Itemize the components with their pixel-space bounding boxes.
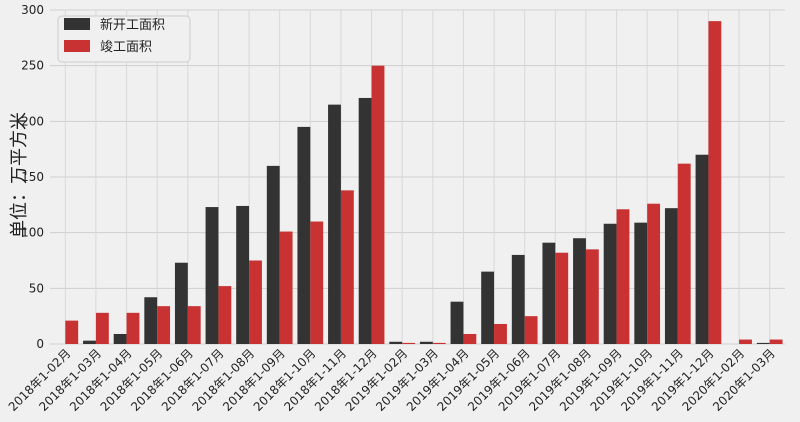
bar-new-start (419, 341, 433, 344)
bar-completed (340, 190, 354, 344)
bar-completed (769, 339, 783, 344)
bar-completed (187, 306, 201, 344)
bar-completed (279, 231, 293, 344)
bar-new-start (634, 222, 648, 344)
bar-completed (402, 342, 416, 344)
bar-completed (126, 312, 140, 344)
bar-new-start (664, 208, 678, 344)
bar-completed (494, 323, 507, 344)
bar-new-start (695, 154, 709, 344)
bar-new-start (542, 242, 556, 344)
y-tick-labels: 0 50 100 150 200 250 300 (21, 3, 44, 351)
bar-completed (310, 221, 324, 344)
bar-completed (739, 339, 752, 344)
bar-new-start (603, 223, 617, 344)
y-tick-label: 150 (21, 170, 44, 184)
bar-completed (463, 333, 477, 344)
y-axis-title: 单位：万平方米 (9, 112, 30, 238)
legend-swatch-new-start (64, 18, 90, 30)
bar-completed (371, 65, 385, 345)
legend-label-new-start: 新开工面积 (100, 17, 165, 33)
bar-completed (647, 203, 661, 344)
y-tick-label: 0 (36, 337, 44, 351)
bar-new-start (83, 340, 96, 344)
bar-completed (65, 320, 79, 344)
bar-new-start (297, 126, 311, 345)
bar-new-start (328, 104, 341, 344)
bar-new-start (358, 97, 372, 344)
bar-completed (616, 209, 630, 344)
bar-new-start (511, 254, 525, 344)
bar-completed (218, 286, 232, 344)
bar-completed (249, 260, 262, 344)
bar-new-start (236, 205, 250, 344)
bar-new-start (266, 165, 280, 344)
bars (65, 21, 783, 345)
bar-completed (524, 316, 538, 344)
bar-new-start (174, 262, 188, 344)
y-tick-label: 200 (21, 114, 44, 128)
x-tick-labels: 2018年1-02月2018年1-03月2018年1-04月2018年1-05月… (6, 346, 778, 414)
bar-new-start (205, 207, 219, 344)
bar-new-start (756, 342, 770, 344)
legend: 新开工面积 竣工面积 (57, 15, 191, 63)
bar-new-start (450, 301, 464, 344)
bar-new-start (389, 341, 403, 344)
legend-label-completed: 竣工面积 (100, 40, 152, 55)
bar-new-start (573, 238, 586, 344)
bar-new-start (481, 271, 495, 344)
y-tick-label: 100 (21, 226, 44, 240)
bar-completed (432, 342, 446, 344)
legend-box (57, 15, 191, 63)
bar-completed (708, 21, 722, 344)
bar-completed (677, 163, 691, 344)
y-tick-label: 250 (21, 59, 44, 73)
bar-completed (157, 306, 171, 344)
bar-new-start (113, 333, 127, 344)
y-tick-label: 50 (29, 281, 44, 295)
bar-completed (95, 312, 109, 344)
bar-completed (585, 249, 599, 344)
bar-new-start (144, 297, 158, 344)
y-tick-label: 300 (21, 3, 44, 17)
legend-swatch-completed (64, 40, 90, 52)
bar-completed (555, 252, 569, 344)
